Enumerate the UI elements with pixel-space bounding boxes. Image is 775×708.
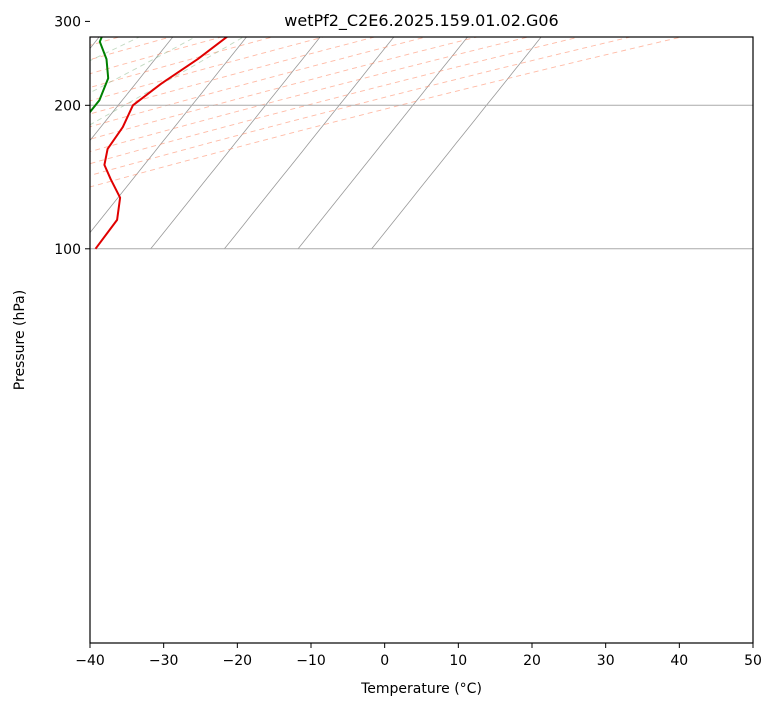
x-tick-label: 20 [523,653,541,669]
chart-title: wetPf2_C2E6.2025.159.01.02.G06 [284,11,558,31]
x-tick-label: −30 [149,653,179,669]
x-tick-label: 10 [449,653,467,669]
x-tick-label: 40 [670,653,688,669]
x-tick-label: −10 [296,653,326,669]
y-tick-label: 200 [54,98,81,114]
plot-frame [89,36,754,644]
isotherm-line [297,37,469,250]
moist-adiabat-line [90,37,141,62]
y-axis: 1002003004005006007008009001000 [54,14,90,258]
isotherm-line [90,37,248,234]
isotherm-line [224,37,395,250]
y-axis-label: Pressure (hPa) [12,290,28,390]
x-tick-label: 50 [744,653,762,669]
x-axis-label: Temperature (°C) [360,681,482,697]
pressure-gridlines [90,104,753,250]
x-axis: −40 −30 −20 −10 0 10 20 30 40 50 [75,643,762,669]
y-tick-label: 100 [54,242,81,258]
isotherm-line [371,37,542,250]
background-lines [90,37,684,250]
x-tick-label: −40 [75,653,105,669]
temperature-line [94,37,229,250]
moist-adiabat-line [90,37,197,94]
profile-lines [90,37,229,250]
isotherm-line [150,37,321,250]
x-tick-label: 0 [380,653,389,669]
dry-adiabat-line [90,37,684,188]
x-tick-label: −20 [223,653,253,669]
x-tick-label: 30 [597,653,615,669]
y-tick-label: 300 [54,14,81,30]
moist-adiabat-line [90,37,245,126]
